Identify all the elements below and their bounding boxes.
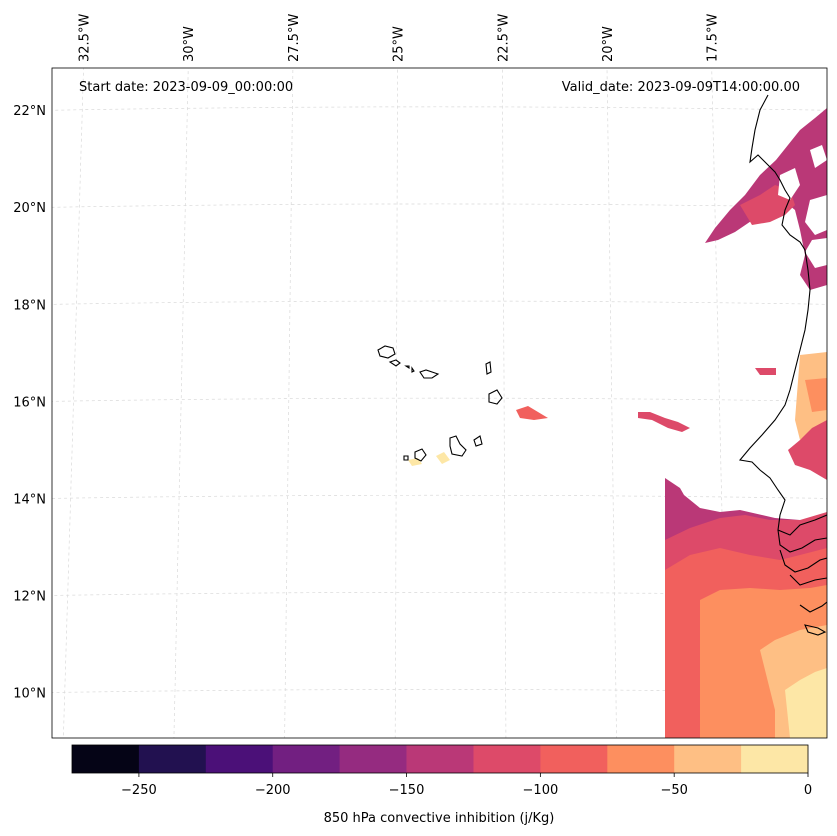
latitude-tick-label: 12°N [13, 590, 46, 605]
cin-contour-fill [785, 668, 827, 738]
coastline [485, 361, 492, 375]
colorbar-segment [72, 745, 140, 773]
coastline [473, 435, 483, 447]
coastline [777, 529, 827, 553]
colorbar-tick-label: −100 [523, 783, 559, 798]
cin-contour-fill [638, 412, 690, 432]
colorbar-segment [741, 745, 809, 773]
colorbar-frame [71, 744, 809, 774]
coastlines [377, 94, 827, 636]
parallel-line [52, 591, 827, 596]
longitude-tick-label: 20°W [601, 26, 616, 62]
colorbar-tick-label: 0 [804, 783, 812, 798]
start-date-label: Start date: 2023-09-09_00:00:00 [79, 80, 293, 95]
colorbar-segment [473, 745, 541, 773]
parallel-line [52, 106, 827, 111]
coastline [789, 574, 827, 586]
colorbar-segment [674, 745, 742, 773]
coastline [403, 455, 409, 461]
colorbar-segment [138, 745, 207, 773]
colorbar-ticks: −250 −200 −150 −100 −50 0 [121, 773, 812, 798]
colorbar-tick-label: −250 [121, 783, 157, 798]
colorbar-segment [205, 745, 274, 773]
colorbar-tick-label: −150 [389, 783, 425, 798]
parallel-line [52, 300, 827, 305]
longitude-tick-label: 22.5°W [496, 14, 511, 62]
coastline [779, 549, 827, 573]
latitude-tick-label: 18°N [13, 298, 46, 313]
coastline [411, 366, 415, 373]
colorbar-tick-label: −50 [660, 783, 687, 798]
coastline [488, 389, 503, 405]
cin-gap [805, 195, 827, 235]
latitude-tick-label: 14°N [13, 493, 46, 508]
cin-contour-fill [516, 406, 548, 420]
latitude-tick-labels: 22°N 20°N 18°N 16°N 14°N 12°N 10°N [13, 104, 46, 702]
map-area [52, 68, 827, 738]
cin-contour-fill [805, 378, 827, 412]
latitude-tick-label: 10°N [13, 687, 46, 702]
coastline [388, 359, 401, 367]
colorbar-label: 850 hPa convective inhibition (j/Kg) [324, 811, 555, 826]
coastline [419, 369, 440, 379]
colorbar [71, 744, 809, 774]
longitude-tick-label: 32.5°W [78, 14, 93, 62]
cin-contour-fill [755, 368, 776, 375]
cin-contour-fill [436, 452, 450, 464]
cin-gap [805, 238, 827, 268]
coastline [414, 448, 427, 462]
coastline [377, 345, 396, 359]
map-frame [51, 67, 828, 739]
cin-contour-fill [788, 415, 827, 480]
cin-gap [810, 145, 827, 168]
longitude-tick-label: 17.5°W [706, 14, 721, 62]
colorbar-segment [607, 745, 675, 773]
cin-field [408, 108, 827, 738]
longitude-tick-label: 30°W [182, 26, 197, 62]
cin-gap [778, 168, 800, 200]
coastline [804, 624, 827, 636]
longitude-tick-labels: 32.5°W 30°W 27.5°W 25°W 22.5°W 20°W 17.5°W [78, 14, 721, 62]
coastline [404, 365, 410, 370]
valid-date-label: Valid_date: 2023-09-09T14:00:00.00 [562, 80, 800, 95]
latitude-tick-label: 16°N [13, 395, 46, 410]
colorbar-segment [406, 745, 474, 773]
colorbar-segment [540, 745, 608, 773]
coastline [799, 601, 827, 613]
latitude-tick-label: 20°N [13, 201, 46, 216]
coastline [449, 435, 467, 457]
latitude-tick-label: 22°N [13, 104, 46, 119]
colorbar-segment [339, 745, 407, 773]
colorbar-tick-label: −200 [255, 783, 291, 798]
longitude-tick-label: 25°W [392, 26, 407, 62]
parallel-line [52, 397, 827, 402]
coastline [738, 94, 827, 536]
colorbar-segment [272, 745, 341, 773]
longitude-tick-label: 27.5°W [287, 14, 302, 62]
